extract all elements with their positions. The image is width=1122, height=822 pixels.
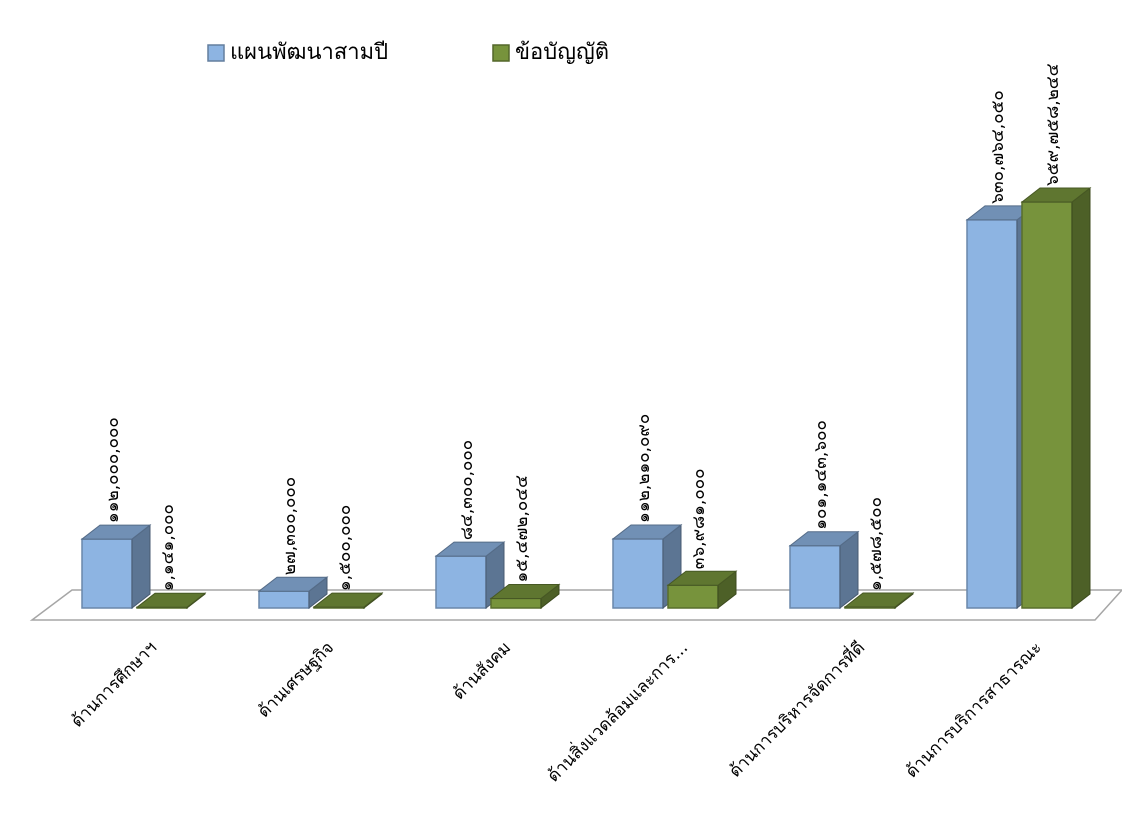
x-tick-label: ด้านการศึกษาฯ bbox=[67, 638, 161, 732]
legend-label: แผนพัฒนาสามปี bbox=[230, 40, 388, 65]
bar-3d bbox=[788, 530, 860, 610]
value-label: ๒๗,๓๐๐,๐๐๐ bbox=[280, 477, 300, 575]
bar-3d bbox=[312, 592, 384, 610]
bar-3d bbox=[80, 524, 152, 610]
bar-side bbox=[1071, 186, 1091, 610]
bar-3d bbox=[666, 570, 738, 610]
value-label: ๖๓๐,๗๖๔,๐๕๐ bbox=[988, 90, 1008, 204]
bar-top bbox=[257, 576, 329, 592]
bar bbox=[490, 597, 542, 609]
bar bbox=[667, 584, 719, 609]
bar-top bbox=[788, 531, 860, 547]
bar bbox=[435, 555, 487, 609]
value-label: ๑๐๑,๑๔๓,๖๐๐ bbox=[811, 420, 831, 530]
value-label: ๘๔,๓๐๐,๐๐๐ bbox=[457, 440, 477, 540]
bar-top bbox=[434, 541, 506, 557]
x-tick-label: ด้านเศรษฐกิจ bbox=[254, 638, 338, 722]
bar-top bbox=[843, 592, 915, 608]
value-label: ๑๑๒,๒๑๐,๐๙๐ bbox=[634, 414, 654, 523]
bar-top bbox=[489, 583, 561, 599]
value-label: ๑,๕๗๘,๕๐๐ bbox=[866, 497, 886, 591]
bar-3d bbox=[135, 592, 207, 610]
bar-3d bbox=[257, 576, 329, 610]
bar-3d bbox=[434, 541, 506, 610]
bar-3d bbox=[489, 583, 561, 610]
bar bbox=[81, 538, 133, 609]
value-label: ๑๕,๔๗๒,๐๔๔ bbox=[512, 475, 532, 583]
bar-3d bbox=[843, 592, 915, 610]
bar bbox=[789, 545, 841, 609]
bar-top bbox=[666, 570, 738, 586]
bar-top bbox=[135, 592, 207, 608]
bar bbox=[966, 219, 1018, 609]
bar bbox=[1021, 201, 1073, 609]
x-tick-label: ด้านการบริการสาธารณะ bbox=[902, 638, 1046, 782]
bar bbox=[258, 590, 310, 609]
x-tick-label: ด้านการบริหารจัดการที่ดี bbox=[723, 636, 869, 782]
value-label: ๑,๑๔๑,๐๐๐ bbox=[158, 504, 178, 591]
value-label: ๑,๕๐๐,๐๐๐ bbox=[335, 505, 355, 591]
value-label: ๑๑๒,๐๐๐,๐๐๐ bbox=[103, 417, 123, 523]
value-label: ๖๕๙,๗๕๘,๒๔๔ bbox=[1043, 63, 1063, 186]
bar-top bbox=[312, 592, 384, 608]
legend-label: ข้อบัญญัติ bbox=[515, 40, 609, 65]
legend-swatch bbox=[207, 44, 225, 62]
bar-3d bbox=[1020, 186, 1092, 610]
bar bbox=[612, 538, 664, 609]
bar-top bbox=[80, 524, 152, 540]
bar-top bbox=[611, 524, 683, 540]
value-label: ๓๖,๙๘๑,๐๐๐ bbox=[689, 469, 709, 570]
legend-swatch bbox=[492, 44, 510, 62]
bar-top bbox=[1020, 187, 1092, 203]
x-tick-label: ด้านสังคม bbox=[449, 638, 515, 704]
x-tick-label: ด้านสิ่งแวดล้อมและการ... bbox=[541, 636, 692, 787]
